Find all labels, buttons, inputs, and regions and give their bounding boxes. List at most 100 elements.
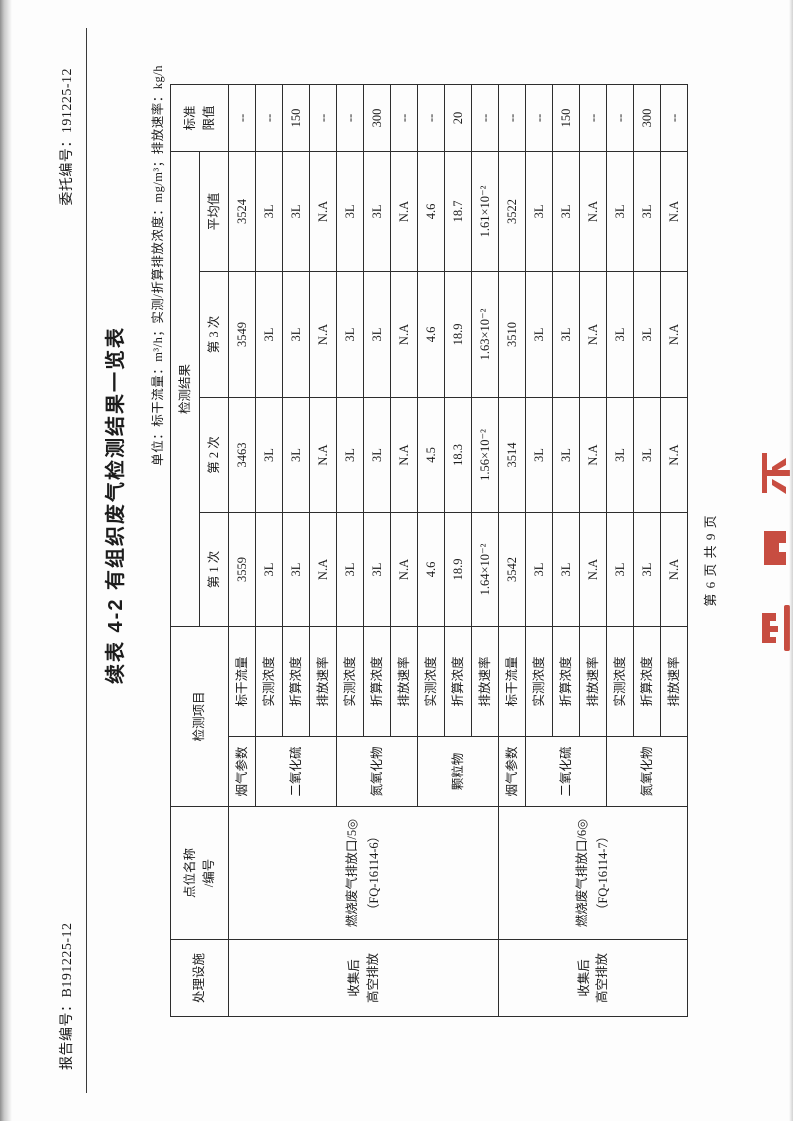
table-header: 处理设施 点位名称 /编号 检测项目 检测结果 标准 限值第 1 次第 2 次第 3 次…: [170, 84, 229, 1017]
limit-cell: --: [309, 84, 337, 152]
metric-cell: 实测浓度: [336, 626, 364, 737]
limit-cell: --: [498, 84, 526, 152]
limit-cell: 150: [282, 84, 310, 152]
metric-cell: 标干流量: [498, 626, 526, 737]
limit-cell: --: [525, 84, 553, 152]
pollutant-group-cell: 二氧化硫: [525, 736, 607, 807]
pollutant-group-cell: 烟气参数: [228, 736, 256, 807]
facility-cell: 收集后 高空排放: [498, 939, 688, 1017]
value-cell-run-4: N.A: [660, 151, 688, 272]
metric-cell: 折算浓度: [282, 626, 310, 737]
page-title: 续表 4-2 有组织废气检测结果一览表: [105, 325, 127, 685]
value-cell-run-3: 18.9: [444, 271, 472, 398]
pollutant-group-cell: 氮氧化物: [336, 736, 418, 807]
value-cell-run-4: N.A: [390, 151, 418, 272]
red-stamp-icon: [762, 453, 790, 651]
value-cell-run-4: 3L: [552, 151, 580, 272]
point-name-cell: 燃烧废气排放口/5◎ （FQ-16114-6）: [228, 806, 499, 940]
col-header-facility: 处理设施: [170, 939, 229, 1017]
value-cell-run-2: 3514: [498, 397, 526, 513]
value-cell-run-1: N.A: [660, 512, 688, 627]
pollutant-group-cell: 氮氧化物: [606, 736, 688, 807]
limit-cell: --: [660, 84, 688, 152]
value-cell-run-1: 3L: [525, 512, 553, 627]
value-cell-run-1: 3L: [633, 512, 661, 627]
value-cell-run-3: N.A: [390, 271, 418, 398]
metric-cell: 实测浓度: [255, 626, 283, 737]
metric-cell: 折算浓度: [363, 626, 391, 737]
value-cell-run-3: 4.6: [417, 271, 445, 398]
value-cell-run-2: N.A: [390, 397, 418, 513]
value-cell-run-3: 3L: [525, 271, 553, 398]
metric-cell: 排放速率: [579, 626, 607, 737]
value-cell-run-3: 3510: [498, 271, 526, 398]
limit-cell: 150: [552, 84, 580, 152]
value-cell-run-1: 3L: [363, 512, 391, 627]
value-cell-run-4: 3L: [255, 151, 283, 272]
value-cell-run-4: 3L: [525, 151, 553, 272]
metric-cell: 标干流量: [228, 626, 256, 737]
value-cell-run-3: 1.63×10⁻²: [471, 271, 499, 398]
limit-cell: --: [417, 84, 445, 152]
value-cell-run-2: N.A: [660, 397, 688, 513]
value-cell-run-3: 3L: [363, 271, 391, 398]
metric-cell: 实测浓度: [525, 626, 553, 737]
value-cell-run-4: 3L: [633, 151, 661, 272]
value-cell-run-2: 3L: [606, 397, 634, 513]
value-cell-run-1: 18.9: [444, 512, 472, 627]
value-cell-run-2: 3L: [363, 397, 391, 513]
value-cell-run-4: 3L: [282, 151, 310, 272]
value-cell-run-4: 4.6: [417, 151, 445, 272]
value-cell-run-2: N.A: [579, 397, 607, 513]
value-cell-run-3: N.A: [309, 271, 337, 398]
value-cell-run-4: 18.7: [444, 151, 472, 272]
col-header-run-1: 第 1 次: [199, 512, 229, 627]
limit-cell: --: [336, 84, 364, 152]
value-cell-run-1: 3542: [498, 512, 526, 627]
value-cell-run-3: 3L: [552, 271, 580, 398]
value-cell-run-1: 1.64×10⁻²: [471, 512, 499, 627]
metric-cell: 排放速率: [471, 626, 499, 737]
value-cell-run-3: 3L: [336, 271, 364, 398]
limit-cell: 20: [444, 84, 472, 152]
limit-cell: --: [228, 84, 256, 152]
metric-cell: 排放速率: [390, 626, 418, 737]
value-cell-run-3: 3L: [633, 271, 661, 398]
value-cell-run-4: 3L: [606, 151, 634, 272]
value-cell-run-3: 3549: [228, 271, 256, 398]
value-cell-run-1: N.A: [579, 512, 607, 627]
value-cell-run-2: 18.3: [444, 397, 472, 513]
value-cell-run-3: 3L: [255, 271, 283, 398]
value-cell-run-1: N.A: [390, 512, 418, 627]
limit-cell: 300: [363, 84, 391, 152]
unit-note: 单位：标干流量：m³/h；实测/折算排放浓度：mg/m³；排放速率：kg/h: [151, 65, 165, 466]
limit-cell: 300: [633, 84, 661, 152]
header-rule: [86, 28, 87, 1093]
col-header-run-3: 第 3 次: [199, 271, 229, 398]
value-cell-run-2: 3463: [228, 397, 256, 513]
col-header-test-result: 检测结果: [170, 151, 200, 627]
value-cell-run-1: N.A: [309, 512, 337, 627]
value-cell-run-1: 3L: [255, 512, 283, 627]
value-cell-run-3: 3L: [606, 271, 634, 398]
value-cell-run-4: 3522: [498, 151, 526, 272]
value-cell-run-2: 3L: [633, 397, 661, 513]
limit-cell: --: [579, 84, 607, 152]
col-header-run-4: 平均值: [199, 151, 229, 272]
pollutant-group-cell: 烟气参数: [498, 736, 526, 807]
results-table: 处理设施 点位名称 /编号 检测项目 检测结果 标准 限值第 1 次第 2 次第 3 次…: [170, 84, 688, 1017]
value-cell-run-2: 3L: [552, 397, 580, 513]
metric-cell: 折算浓度: [633, 626, 661, 737]
value-cell-run-3: N.A: [579, 271, 607, 398]
col-header-point-name: 点位名称 /编号: [170, 806, 229, 940]
page-number-footer: 第 6 页 共 9 页: [703, 514, 718, 607]
value-cell-run-1: 3L: [282, 512, 310, 627]
value-cell-run-2: N.A: [309, 397, 337, 513]
value-cell-run-4: 3L: [336, 151, 364, 272]
pollutant-group-cell: 颗粒物: [417, 736, 499, 807]
col-header-run-2: 第 2 次: [199, 397, 229, 513]
metric-cell: 实测浓度: [417, 626, 445, 737]
value-cell-run-1: 3L: [606, 512, 634, 627]
value-cell-run-4: N.A: [309, 151, 337, 272]
